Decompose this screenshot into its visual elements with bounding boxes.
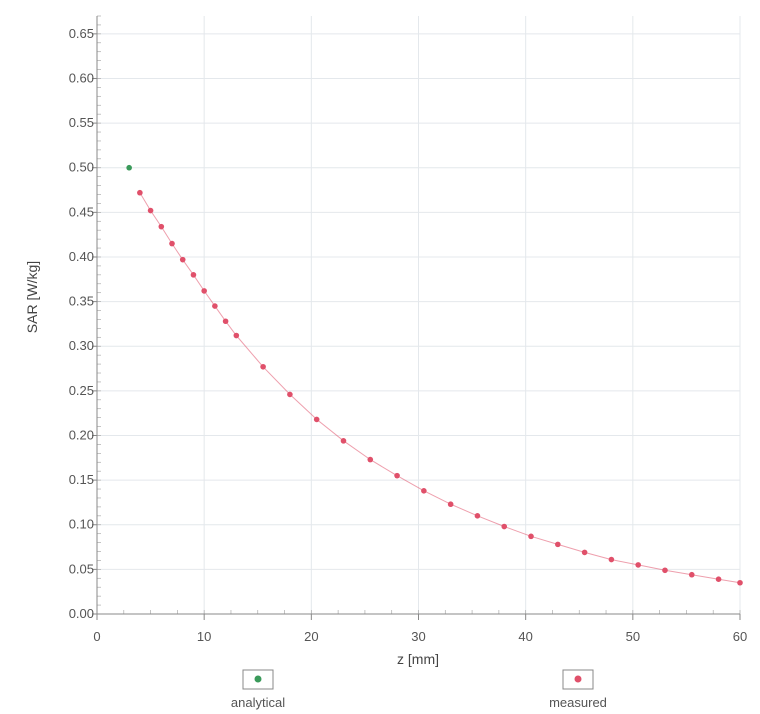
points — [126, 164, 743, 586]
y-tick-label: 0.55 — [69, 115, 94, 130]
measured-point — [421, 488, 427, 494]
measured-point — [169, 240, 175, 247]
measured-point — [635, 562, 641, 568]
measured-point — [147, 207, 154, 214]
x-tick-label: 40 — [518, 629, 532, 644]
y-tick-label: 0.25 — [69, 383, 94, 398]
measured-point — [313, 416, 320, 423]
measured-point — [201, 288, 207, 294]
y-tick-label: 0.40 — [69, 249, 94, 264]
y-tick-label: 0.15 — [69, 472, 94, 487]
y-tick-label: 0.00 — [69, 606, 94, 621]
measured-point — [190, 272, 197, 278]
y-tick-label: 0.45 — [69, 204, 94, 219]
y-tick-label: 0.05 — [69, 561, 94, 576]
x-tick-label: 0 — [93, 629, 100, 644]
x-axis-title: z [mm] — [397, 651, 439, 667]
measured-point — [715, 576, 722, 582]
measured-point — [158, 223, 165, 230]
x-tick-label: 60 — [733, 629, 747, 644]
measured-point — [287, 391, 293, 398]
y-tick-label: 0.20 — [69, 427, 94, 442]
legend-marker-measured — [574, 675, 582, 683]
measured-point — [501, 523, 508, 530]
measured-point — [394, 472, 400, 479]
measured-point — [367, 456, 374, 463]
y-tick-label: 0.10 — [69, 517, 94, 532]
x-tick-label: 50 — [626, 629, 640, 644]
x-tick-label: 20 — [304, 629, 318, 644]
measured-point — [737, 579, 743, 586]
measured-point — [447, 501, 454, 508]
x-tick-label: 10 — [197, 629, 211, 644]
y-tick-label: 0.30 — [69, 338, 94, 353]
measured-point — [528, 533, 534, 540]
y-tick-label: 0.60 — [69, 70, 94, 85]
measured-point — [340, 438, 347, 444]
y-tick-label: 0.65 — [69, 26, 94, 41]
y-tick-label: 0.50 — [69, 160, 94, 175]
legend-item-analytical[interactable]: analytical — [231, 669, 285, 710]
measured-point — [662, 567, 668, 574]
measured-point — [233, 332, 240, 339]
legend-marker-analytical — [254, 675, 262, 683]
measured-point — [212, 303, 218, 309]
grid — [97, 16, 741, 614]
measured-point — [581, 549, 588, 556]
axes: 0.00 0.05 0.10 0.15 0.20 0.25 0.30 0.35 0.40 0.45… — [69, 15, 747, 644]
measured-point — [260, 363, 266, 370]
measured-point — [608, 556, 615, 563]
measured-point — [474, 513, 481, 519]
analytical-point — [126, 164, 132, 171]
legend-item-measured[interactable]: measured — [549, 669, 607, 710]
y-tick-label: 0.35 — [69, 294, 94, 309]
x-tick-label: 30 — [411, 629, 425, 644]
legend: analytical measured — [231, 669, 607, 710]
measured-point — [222, 318, 229, 325]
measured-point — [688, 571, 695, 578]
measured-point — [555, 541, 561, 548]
measured-point — [137, 189, 143, 196]
legend-label-analytical: analytical — [231, 695, 285, 710]
y-axis-title: SAR [W/kg] — [24, 261, 40, 333]
measured-point — [179, 256, 186, 263]
legend-label-measured: measured — [549, 695, 607, 710]
